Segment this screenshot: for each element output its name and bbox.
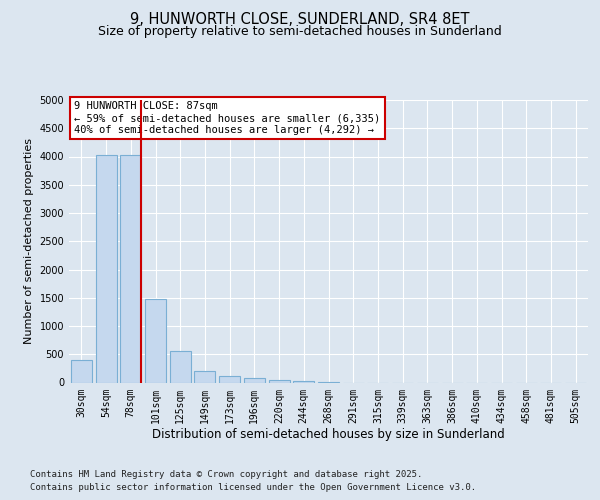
Bar (244, 378, 265, 382)
Text: Contains public sector information licensed under the Open Government Licence v3: Contains public sector information licen… (30, 483, 476, 492)
Bar (95, 156, 116, 382)
Bar (170, 351, 191, 382)
X-axis label: Distribution of semi-detached houses by size in Sunderland: Distribution of semi-detached houses by … (152, 428, 505, 441)
Text: Contains HM Land Registry data © Crown copyright and database right 2025.: Contains HM Land Registry data © Crown c… (30, 470, 422, 479)
Bar (293, 381, 314, 382)
Bar (194, 371, 215, 382)
Text: 9, HUNWORTH CLOSE, SUNDERLAND, SR4 8ET: 9, HUNWORTH CLOSE, SUNDERLAND, SR4 8ET (130, 12, 470, 28)
Bar (269, 380, 290, 382)
Text: Size of property relative to semi-detached houses in Sunderland: Size of property relative to semi-detach… (98, 25, 502, 38)
Bar (219, 376, 240, 382)
Bar (71, 360, 92, 382)
Bar (145, 300, 166, 382)
Text: 9 HUNWORTH CLOSE: 87sqm
← 59% of semi-detached houses are smaller (6,335)
40% of: 9 HUNWORTH CLOSE: 87sqm ← 59% of semi-de… (74, 102, 380, 134)
Y-axis label: Number of semi-detached properties: Number of semi-detached properties (24, 138, 34, 344)
Bar (120, 155, 141, 382)
